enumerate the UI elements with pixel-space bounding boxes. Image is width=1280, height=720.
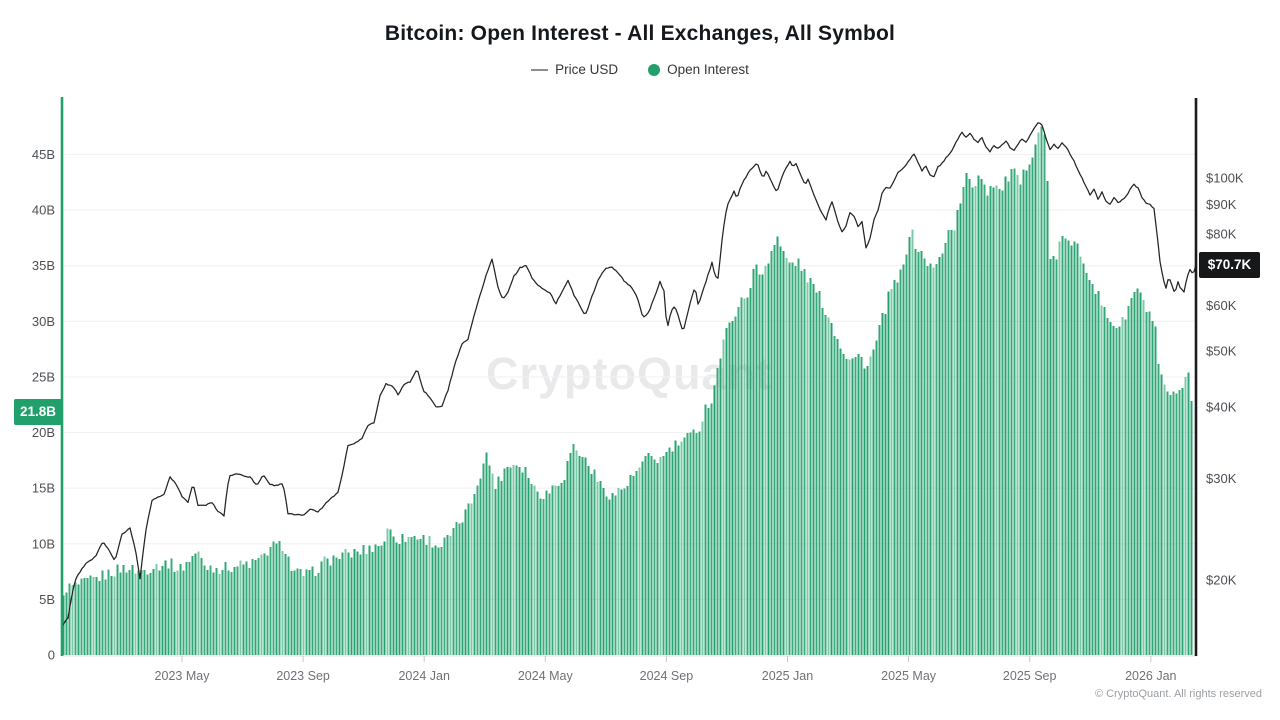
svg-text:$50K: $50K xyxy=(1206,344,1237,359)
right-axis-labels: $20K $30K $40K $50K $60K $80K $90K $100K xyxy=(1206,171,1244,588)
legend-item-open-interest[interactable]: Open Interest xyxy=(648,62,749,77)
svg-text:15B: 15B xyxy=(32,481,55,496)
svg-text:30B: 30B xyxy=(32,314,55,329)
svg-text:2025 May: 2025 May xyxy=(881,669,937,683)
svg-text:2025 Sep: 2025 Sep xyxy=(1003,669,1057,683)
copyright-text: © CryptoQuant. All rights reserved xyxy=(1094,688,1262,700)
price-line-icon xyxy=(531,68,549,71)
svg-text:2024 Jan: 2024 Jan xyxy=(398,669,449,683)
svg-text:$90K: $90K xyxy=(1206,197,1237,212)
svg-text:$40K: $40K xyxy=(1206,399,1237,414)
svg-text:10B: 10B xyxy=(32,536,55,551)
legend-label-open-interest: Open Interest xyxy=(667,62,749,77)
svg-text:$80K: $80K xyxy=(1206,226,1237,241)
svg-text:2024 Sep: 2024 Sep xyxy=(640,669,694,683)
svg-text:45B: 45B xyxy=(32,147,55,162)
svg-text:5B: 5B xyxy=(39,592,55,607)
svg-text:20B: 20B xyxy=(32,425,55,440)
svg-text:$100K: $100K xyxy=(1206,171,1244,186)
svg-text:$60K: $60K xyxy=(1206,298,1237,313)
svg-text:$20K: $20K xyxy=(1206,573,1237,588)
legend-label-price: Price USD xyxy=(555,62,619,77)
svg-text:40B: 40B xyxy=(32,203,55,218)
svg-text:35B: 35B xyxy=(32,258,55,273)
svg-text:0: 0 xyxy=(48,648,55,663)
open-interest-current-badge: 21.8B xyxy=(14,399,62,425)
open-interest-bars xyxy=(62,126,1193,656)
svg-text:2023 Sep: 2023 Sep xyxy=(276,669,330,683)
svg-text:25B: 25B xyxy=(32,369,55,384)
svg-text:2026 Jan: 2026 Jan xyxy=(1125,669,1176,683)
page-title: Bitcoin: Open Interest - All Exchanges, … xyxy=(384,22,896,45)
svg-text:$30K: $30K xyxy=(1206,471,1237,486)
gridlines xyxy=(62,153,1196,657)
open-interest-dot-icon xyxy=(648,63,661,76)
price-current-badge: $70.7K xyxy=(1199,252,1260,278)
svg-text:2024 May: 2024 May xyxy=(518,669,574,683)
chart-legend: Price USD Open Interest xyxy=(0,62,1280,77)
svg-text:2023 May: 2023 May xyxy=(155,669,211,683)
price-line xyxy=(61,122,1197,628)
legend-item-price[interactable]: Price USD xyxy=(531,62,618,77)
svg-text:2025 Jan: 2025 Jan xyxy=(762,669,813,683)
x-axis-labels: 2023 May 2023 Sep 2024 Jan 2024 May 2024 Sep… xyxy=(155,656,1177,683)
left-axis-labels: 0 5B 10B 15B 20B 25B 30B 35B 40B 45B xyxy=(32,147,55,662)
